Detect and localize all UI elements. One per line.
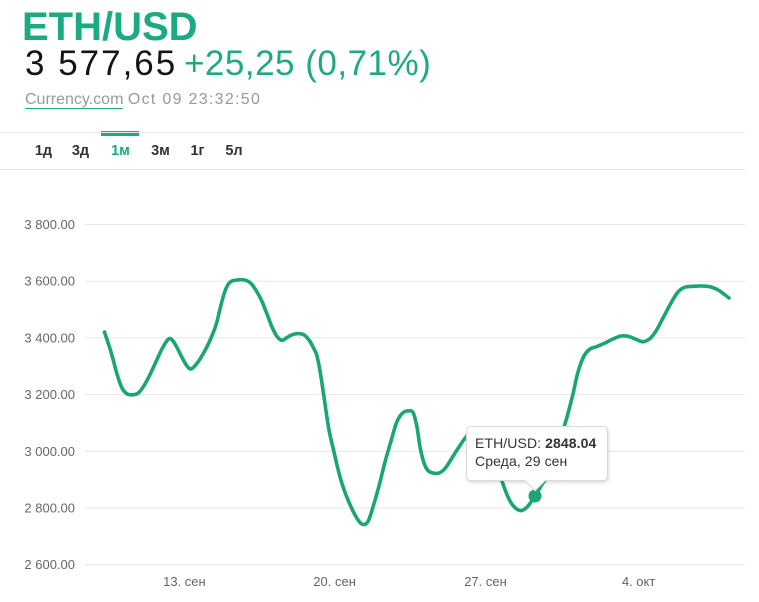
- svg-text:3 800.00: 3 800.00: [24, 217, 75, 232]
- svg-text:20. сен: 20. сен: [313, 574, 356, 589]
- svg-text:2 600.00: 2 600.00: [24, 557, 75, 572]
- svg-text:3 600.00: 3 600.00: [24, 274, 75, 289]
- svg-text:3 200.00: 3 200.00: [24, 387, 75, 402]
- svg-text:27. сен: 27. сен: [464, 574, 507, 589]
- svg-text:4. окт: 4. окт: [622, 574, 656, 589]
- svg-text:2 800.00: 2 800.00: [24, 501, 75, 516]
- svg-text:3 000.00: 3 000.00: [24, 444, 75, 459]
- svg-text:3 400.00: 3 400.00: [24, 330, 75, 345]
- svg-text:13. сен: 13. сен: [163, 574, 206, 589]
